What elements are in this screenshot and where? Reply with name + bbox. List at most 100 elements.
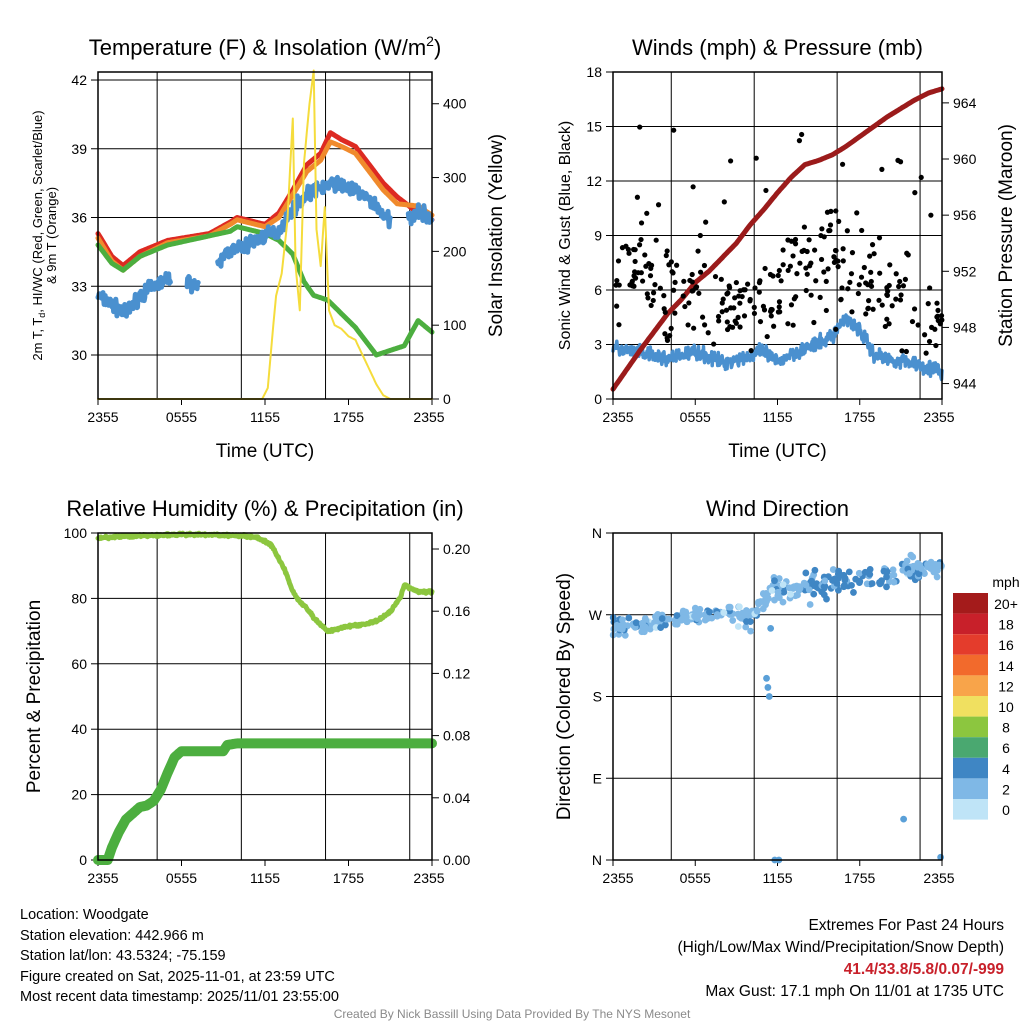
direction-point (802, 569, 810, 577)
gust-point (923, 350, 929, 356)
gust-point (626, 250, 632, 256)
direction-point (696, 610, 704, 618)
colorbar-swatch (953, 593, 988, 614)
gust-point (932, 326, 938, 332)
y-axis-label: Percent & Precipitation (24, 600, 45, 793)
x-tick-label: 2355 (923, 409, 954, 425)
series-line (93, 738, 437, 865)
direction-point (658, 615, 666, 622)
gust-point (918, 174, 924, 181)
gust-point (785, 321, 791, 327)
gust-point (801, 224, 807, 230)
gust-point (776, 304, 782, 310)
gust-point (728, 305, 734, 311)
direction-point (774, 588, 782, 596)
direction-point (850, 589, 857, 596)
extremes-panel: Extremes For Past 24 Hours (High/Low/Max… (678, 915, 1005, 1003)
gust-point (838, 297, 844, 303)
gust-point (803, 265, 809, 271)
location: Location: Woodgate (20, 907, 149, 923)
direction-point (830, 575, 838, 583)
direction-point (767, 624, 775, 632)
gust-point (756, 289, 762, 295)
gust-point (797, 260, 803, 266)
gust-point (927, 285, 933, 291)
gust-point (674, 262, 680, 268)
gust-point (661, 293, 667, 299)
direction-point (905, 570, 913, 577)
y-tick-label: E (593, 770, 602, 786)
gust-point (933, 342, 939, 349)
gust-point (792, 236, 799, 243)
gust-point (666, 262, 672, 268)
gust-point (737, 288, 743, 294)
y-tick-label: 33 (71, 278, 87, 294)
speed-colorbar: mph 20+ 18 16 14 12 10 8 6 4 2 0 (953, 574, 1020, 820)
gust-point (831, 259, 837, 266)
extremes-heading: Extremes For Past 24 Hours (808, 917, 1004, 934)
gust-point (634, 194, 640, 200)
gust-point (638, 220, 645, 226)
gust-point (925, 301, 931, 307)
gust-point (855, 290, 861, 297)
gust-point (785, 267, 791, 274)
colorbar-swatch (953, 716, 988, 738)
gust-point (661, 306, 667, 312)
series-gust (613, 124, 945, 356)
direction-point (742, 623, 750, 631)
x-tick-label: 1155 (762, 870, 792, 886)
gust-point (650, 290, 657, 296)
gust-point (657, 285, 663, 291)
colorbar-swatch (953, 634, 988, 655)
gust-point (632, 269, 638, 275)
max-gust: Max Gust: 17.1 mph On 11/01 at 1735 UTC (705, 983, 1004, 1000)
gust-point (637, 124, 643, 130)
gust-point (854, 210, 860, 216)
direction-point (639, 619, 646, 627)
gust-point (697, 232, 703, 239)
gust-point (671, 127, 677, 133)
gust-point (753, 155, 759, 161)
gust-point (788, 238, 795, 244)
series-line (405, 202, 435, 227)
x-tick-label: 2355 (923, 870, 954, 886)
y2-tick-label: 948 (953, 319, 977, 335)
direction-point (877, 579, 885, 587)
gust-point (806, 237, 812, 243)
y2-axis-label: Solar Insolation (Yellow) (486, 134, 507, 337)
direction-point (729, 617, 737, 624)
y2-tick-label: 0 (443, 391, 451, 407)
direction-point (806, 601, 814, 608)
colorbar-swatch (953, 778, 988, 799)
direction-point (829, 566, 837, 573)
gust-point (705, 330, 711, 336)
gust-point (840, 246, 846, 252)
gust-point (728, 158, 734, 164)
direction-point (796, 585, 804, 592)
direction-point (691, 612, 698, 620)
gust-point (716, 318, 722, 324)
gust-point (928, 212, 934, 218)
gust-point (695, 248, 701, 254)
gust-point (812, 247, 818, 253)
direction-point (866, 566, 874, 573)
direction-point (861, 568, 869, 576)
gust-point (718, 276, 724, 282)
colorbar-label: 14 (998, 658, 1014, 674)
series-line (95, 530, 435, 635)
colorbar-swatch (953, 696, 988, 717)
gust-point (823, 307, 829, 314)
direction-point (914, 560, 922, 567)
colorbar-swatch (953, 675, 988, 696)
direction-point (820, 583, 828, 591)
gust-point (790, 253, 796, 259)
y-tick-label: 12 (586, 173, 602, 189)
grid (613, 71, 942, 400)
gust-point (623, 243, 629, 249)
gust-point (879, 166, 885, 172)
y2-tick-label: 0.12 (443, 665, 470, 681)
gust-point (642, 252, 648, 258)
gust-point (672, 310, 678, 316)
direction-point (933, 567, 941, 574)
gust-point (723, 307, 730, 313)
